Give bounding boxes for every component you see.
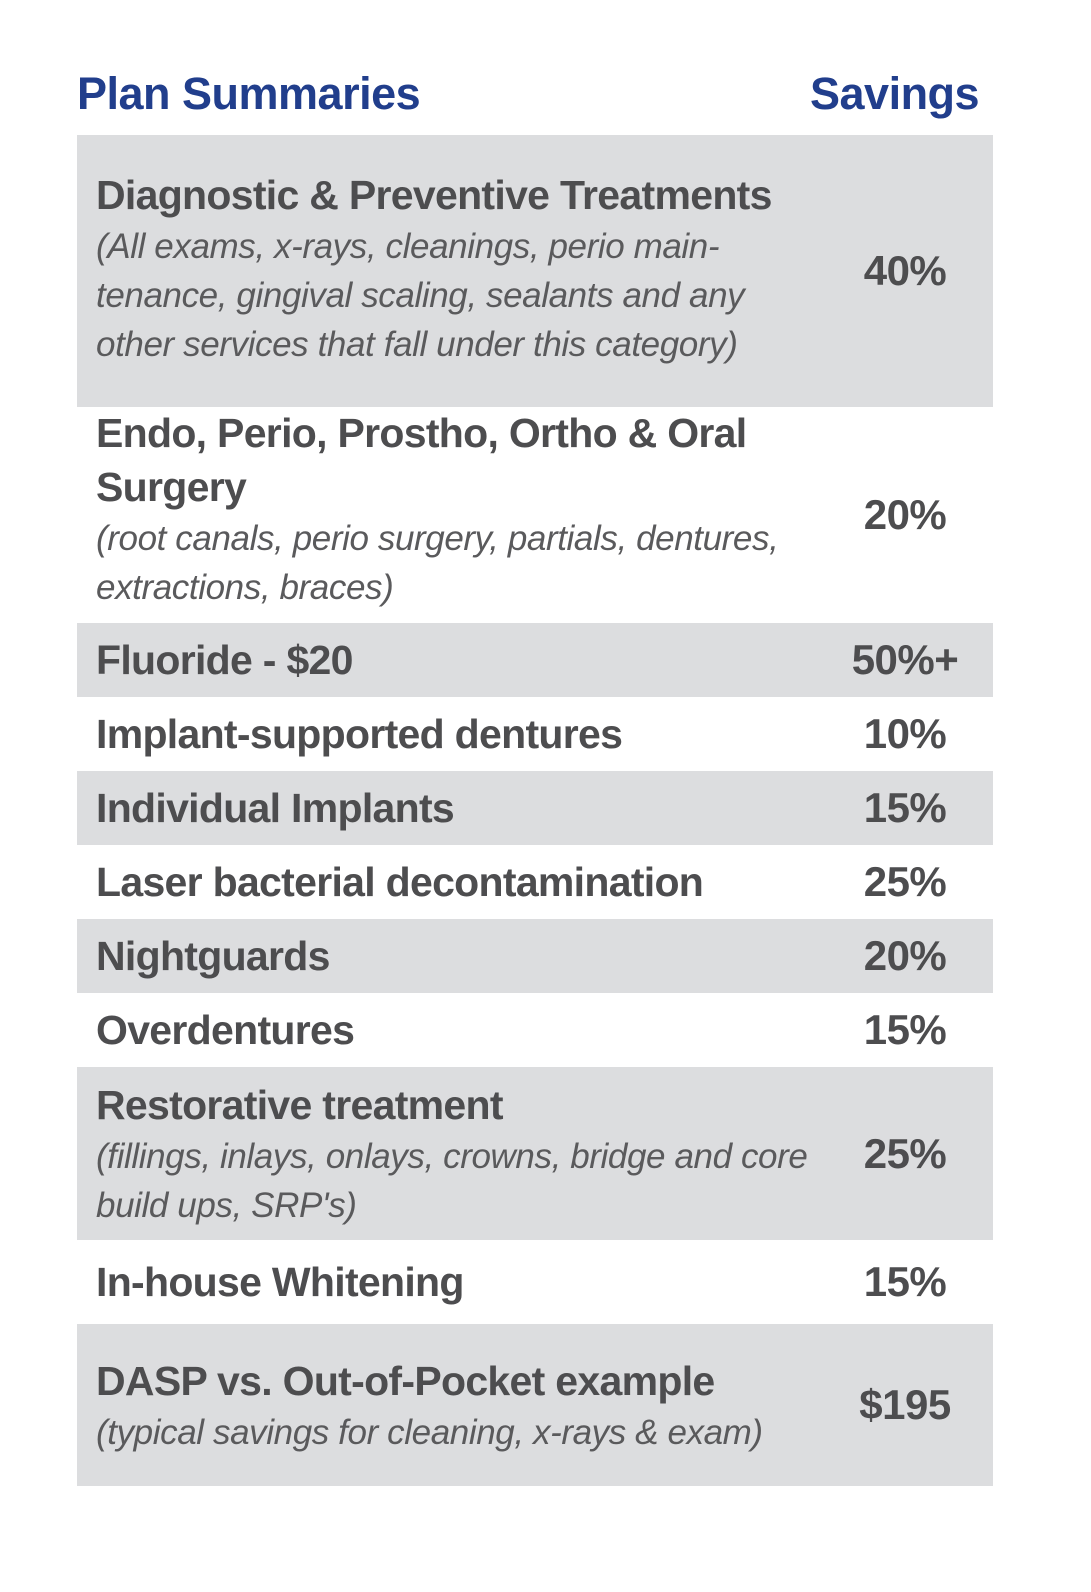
row-title: Overdentures	[96, 1007, 355, 1053]
table-row: Overdentures 15%	[77, 993, 993, 1067]
row-description: DASP vs. Out-of-Pocket example (typical …	[77, 1354, 817, 1457]
plan-summary-table: Diagnostic & Preventive Treatments (All …	[77, 135, 993, 1486]
row-savings-value: $195	[859, 1381, 951, 1428]
row-title: Endo, Perio, Prostho, Ortho & Oral Surge…	[96, 410, 747, 510]
row-savings-value: 15%	[863, 784, 947, 831]
row-description: Diagnostic & Preventive Treatments (All …	[77, 168, 817, 369]
row-savings-value: 10%	[863, 710, 947, 757]
row-description: Overdentures	[77, 1003, 817, 1057]
table-row: DASP vs. Out-of-Pocket example (typical …	[77, 1324, 993, 1486]
row-title: DASP vs. Out-of-Pocket example	[96, 1357, 715, 1404]
row-description: Laser bacterial decontamination	[77, 855, 817, 909]
table-row: Fluoride - $20 50%+	[77, 623, 993, 697]
row-title: In-house Whitening	[96, 1259, 464, 1305]
table-row: Restorative treatment (fillings, inlays,…	[77, 1067, 993, 1240]
row-savings-value: 25%	[863, 1129, 947, 1177]
row-title: Fluoride - $20	[96, 637, 353, 683]
table-header: Plan Summaries Savings	[77, 60, 993, 130]
row-title: Laser bacterial decontamination	[96, 859, 704, 905]
table-row: Individual Implants 15%	[77, 771, 993, 845]
row-title: Implant-supported dentures	[96, 711, 623, 757]
row-description: Restorative treatment (fillings, inlays,…	[77, 1078, 817, 1230]
row-savings-value: 15%	[863, 1258, 947, 1305]
row-title: Individual Implants	[96, 785, 455, 831]
row-description: Implant-supported dentures	[77, 707, 817, 761]
table-row: Endo, Perio, Prostho, Ortho & Oral Surge…	[77, 407, 993, 623]
row-description: Nightguards	[77, 929, 817, 983]
row-note: (typical savings for cleaning, x-rays & …	[96, 1412, 763, 1452]
row-description: Endo, Perio, Prostho, Ortho & Oral Surge…	[77, 406, 817, 612]
table-row: In-house Whitening 15%	[77, 1240, 993, 1324]
row-note: (root canals, perio surgery, partials, d…	[96, 519, 779, 607]
table-row: Diagnostic & Preventive Treatments (All …	[77, 135, 993, 407]
row-note: (All exams, x-rays, cleanings, perio mai…	[96, 226, 745, 364]
table-row: Nightguards 20%	[77, 919, 993, 993]
plan-summaries-heading: Plan Summaries	[77, 68, 421, 119]
row-savings-value: 20%	[863, 932, 947, 979]
row-title: Restorative treatment	[96, 1081, 504, 1128]
row-description: Fluoride - $20	[77, 633, 817, 687]
row-note: (fillings, inlays, onlays, crowns, bridg…	[96, 1136, 808, 1225]
row-title: Diagnostic & Preventive Treatments	[96, 171, 772, 218]
row-description: Individual Implants	[77, 781, 817, 835]
savings-heading: Savings	[810, 68, 980, 119]
table-row: Implant-supported dentures 10%	[77, 697, 993, 771]
row-savings-value: 50%+	[851, 636, 959, 683]
row-title: Nightguards	[96, 933, 330, 979]
row-savings-value: 40%	[863, 247, 947, 294]
table-row: Laser bacterial decontamination 25%	[77, 845, 993, 919]
row-savings-value: 20%	[863, 491, 947, 538]
row-savings-value: 15%	[863, 1006, 947, 1053]
row-description: In-house Whitening	[77, 1255, 817, 1309]
row-savings-value: 25%	[863, 858, 947, 905]
